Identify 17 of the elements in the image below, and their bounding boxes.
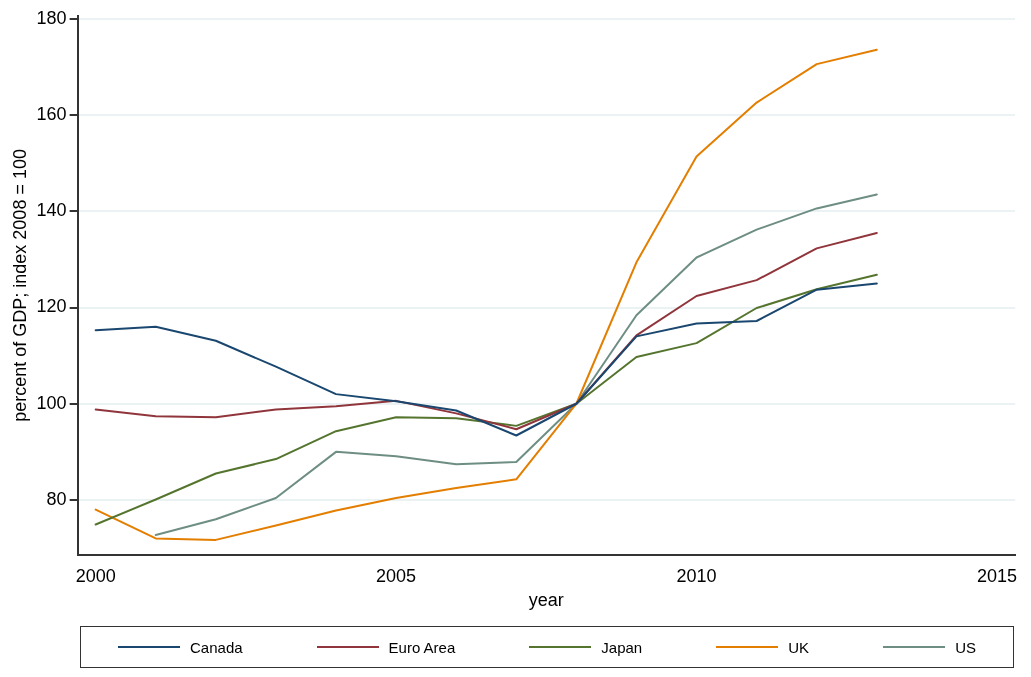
y-tick-label: 100: [36, 392, 67, 413]
x-tick-label: 2010: [676, 565, 717, 586]
legend-label: UK: [788, 638, 810, 656]
y-tick-label: 140: [36, 200, 67, 221]
x-tick-label: 2000: [75, 565, 116, 586]
y-tick-label: 180: [36, 7, 67, 28]
legend-label: Canada: [190, 638, 243, 656]
legend-label: Euro Area: [388, 638, 456, 656]
y-axis-title: percent of GDP; index 2008 = 100: [9, 149, 30, 422]
y-tick-label: 160: [36, 104, 67, 125]
x-axis-title: year: [528, 590, 564, 611]
legend-label: US: [955, 638, 976, 656]
x-tick-label: 2015: [976, 565, 1017, 586]
y-tick-label: 80: [46, 488, 67, 509]
legend-label: Japan: [601, 638, 643, 656]
x-tick-label: 2005: [376, 565, 417, 586]
y-tick-label: 120: [36, 296, 67, 317]
